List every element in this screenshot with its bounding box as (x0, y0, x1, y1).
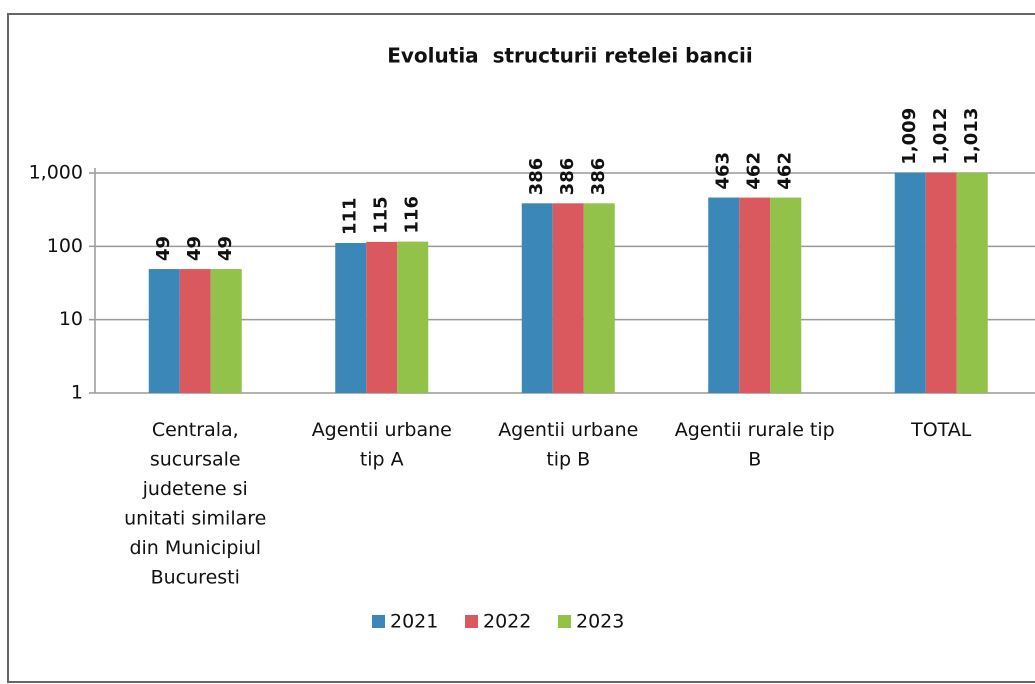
bar (148, 269, 180, 393)
bar (210, 269, 242, 393)
bar (366, 241, 398, 393)
bar (708, 197, 740, 393)
legend-swatch (558, 615, 571, 628)
bar (521, 203, 553, 393)
value-label: 1,009 (899, 108, 920, 165)
legend-label: 2022 (483, 611, 531, 633)
bar (552, 203, 584, 393)
bar (770, 197, 802, 393)
legend-label: 2023 (576, 611, 624, 633)
value-label: 116 (402, 196, 423, 234)
y-tick-label: 1,000 (29, 162, 83, 184)
bar (956, 172, 988, 393)
y-tick-label: 1 (71, 382, 83, 404)
x-tick-label: Agentii urbane tip A (312, 419, 452, 471)
value-label: 1,013 (961, 108, 982, 165)
x-tick-label: Centrala, sucursale judetene si unitati sim… (124, 419, 266, 589)
value-label: 49 (215, 236, 236, 261)
bar (925, 172, 957, 393)
legend-swatch (465, 615, 478, 628)
value-label: 386 (557, 158, 578, 196)
bar (739, 197, 771, 393)
x-tick-label: Agentii rurale tip B (675, 419, 835, 471)
bar (583, 203, 615, 393)
legend-label: 2021 (390, 611, 438, 633)
value-label: 386 (588, 158, 609, 196)
bar (397, 241, 429, 393)
y-tick-label: 100 (47, 235, 83, 257)
legend-swatch (372, 615, 385, 628)
bar (894, 172, 926, 393)
value-label: 462 (775, 152, 796, 190)
x-tick-label: TOTAL (910, 419, 972, 441)
value-label: 49 (184, 236, 205, 261)
y-tick-label: 10 (59, 308, 83, 330)
value-label: 115 (371, 196, 392, 234)
chart-title: Evolutia structurii retelei bancii (387, 44, 753, 68)
value-label: 386 (526, 158, 547, 196)
value-label: 462 (744, 152, 765, 190)
value-label: 111 (340, 197, 361, 235)
value-label: 49 (153, 236, 174, 261)
bar (179, 269, 211, 393)
value-label: 1,012 (930, 108, 951, 165)
bar (335, 243, 367, 393)
value-label: 463 (713, 152, 734, 190)
x-tick-label: Agentii urbane tip B (498, 419, 638, 471)
